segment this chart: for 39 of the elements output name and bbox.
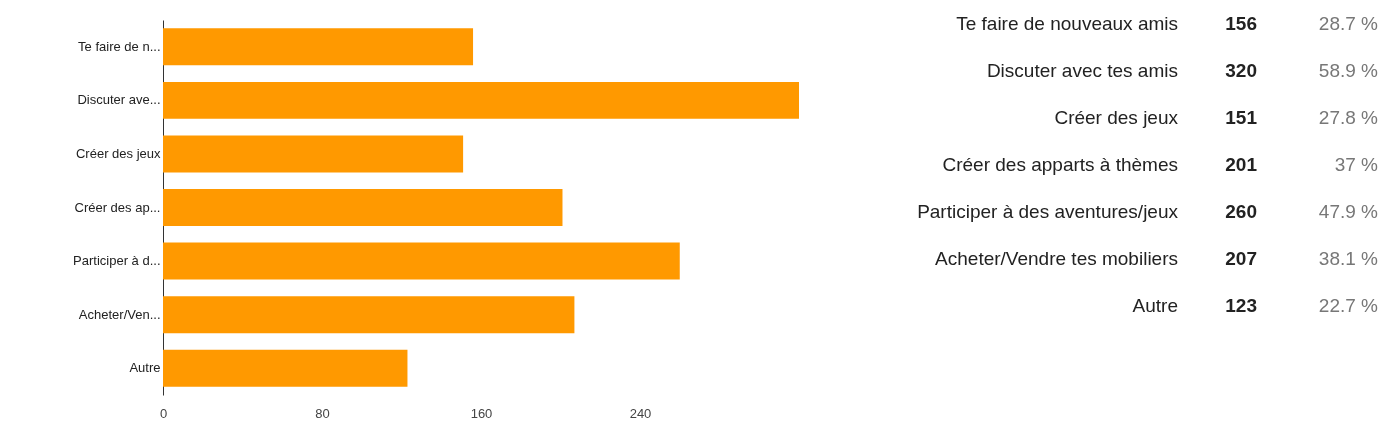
x-tick-label: 80 [315, 405, 330, 421]
bar [163, 81, 799, 119]
category-label: Créer des apparts à thèmes [942, 153, 1178, 175]
text: 27.8 % [1318, 106, 1379, 128]
y-tick-label: Participer à d... [73, 253, 161, 269]
y-tick-label: Créer des jeux [75, 145, 161, 161]
bar [163, 296, 575, 334]
bar [163, 135, 464, 173]
data-label: 123 [1225, 294, 1257, 316]
y-tick-label: Acheter/Ven... [78, 306, 161, 322]
category-label: Autre [1132, 294, 1178, 316]
text: 47.9 % [1318, 200, 1379, 222]
bar [163, 242, 680, 280]
category-label: Te faire de nouveaux amis [956, 12, 1178, 34]
bar [163, 189, 563, 226]
text: 37 % [1334, 153, 1379, 175]
y-tick-label: Autre [129, 360, 161, 376]
data-label: 320 [1225, 59, 1257, 81]
y-tick-label: Créer des ap... [74, 199, 161, 215]
category-label: Créer des jeux [1054, 106, 1179, 128]
x-tick-label: 0 [159, 405, 168, 421]
x-tick-label: 240 [629, 405, 652, 421]
data-label: 201 [1225, 153, 1258, 175]
text: 38.1 % [1318, 247, 1379, 269]
data-label: 151 [1225, 106, 1258, 128]
data-label: 260 [1225, 200, 1257, 222]
text: 22.7 % [1318, 294, 1379, 316]
category-label: Acheter/Vendre tes mobiliers [935, 247, 1178, 269]
text: 28.7 % [1318, 12, 1379, 34]
bar [163, 28, 474, 66]
text: 58.9 % [1318, 59, 1379, 81]
data-label: 156 [1225, 12, 1257, 34]
category-label: Discuter avec tes amis [986, 59, 1178, 81]
category-label: Participer à des aventures/jeux [917, 200, 1179, 222]
y-tick-label: Te faire de n... [78, 38, 161, 54]
y-tick-label: Discuter ave... [77, 92, 161, 108]
data-label: 207 [1225, 247, 1257, 269]
x-tick-label: 160 [470, 405, 493, 421]
bar [163, 349, 408, 387]
